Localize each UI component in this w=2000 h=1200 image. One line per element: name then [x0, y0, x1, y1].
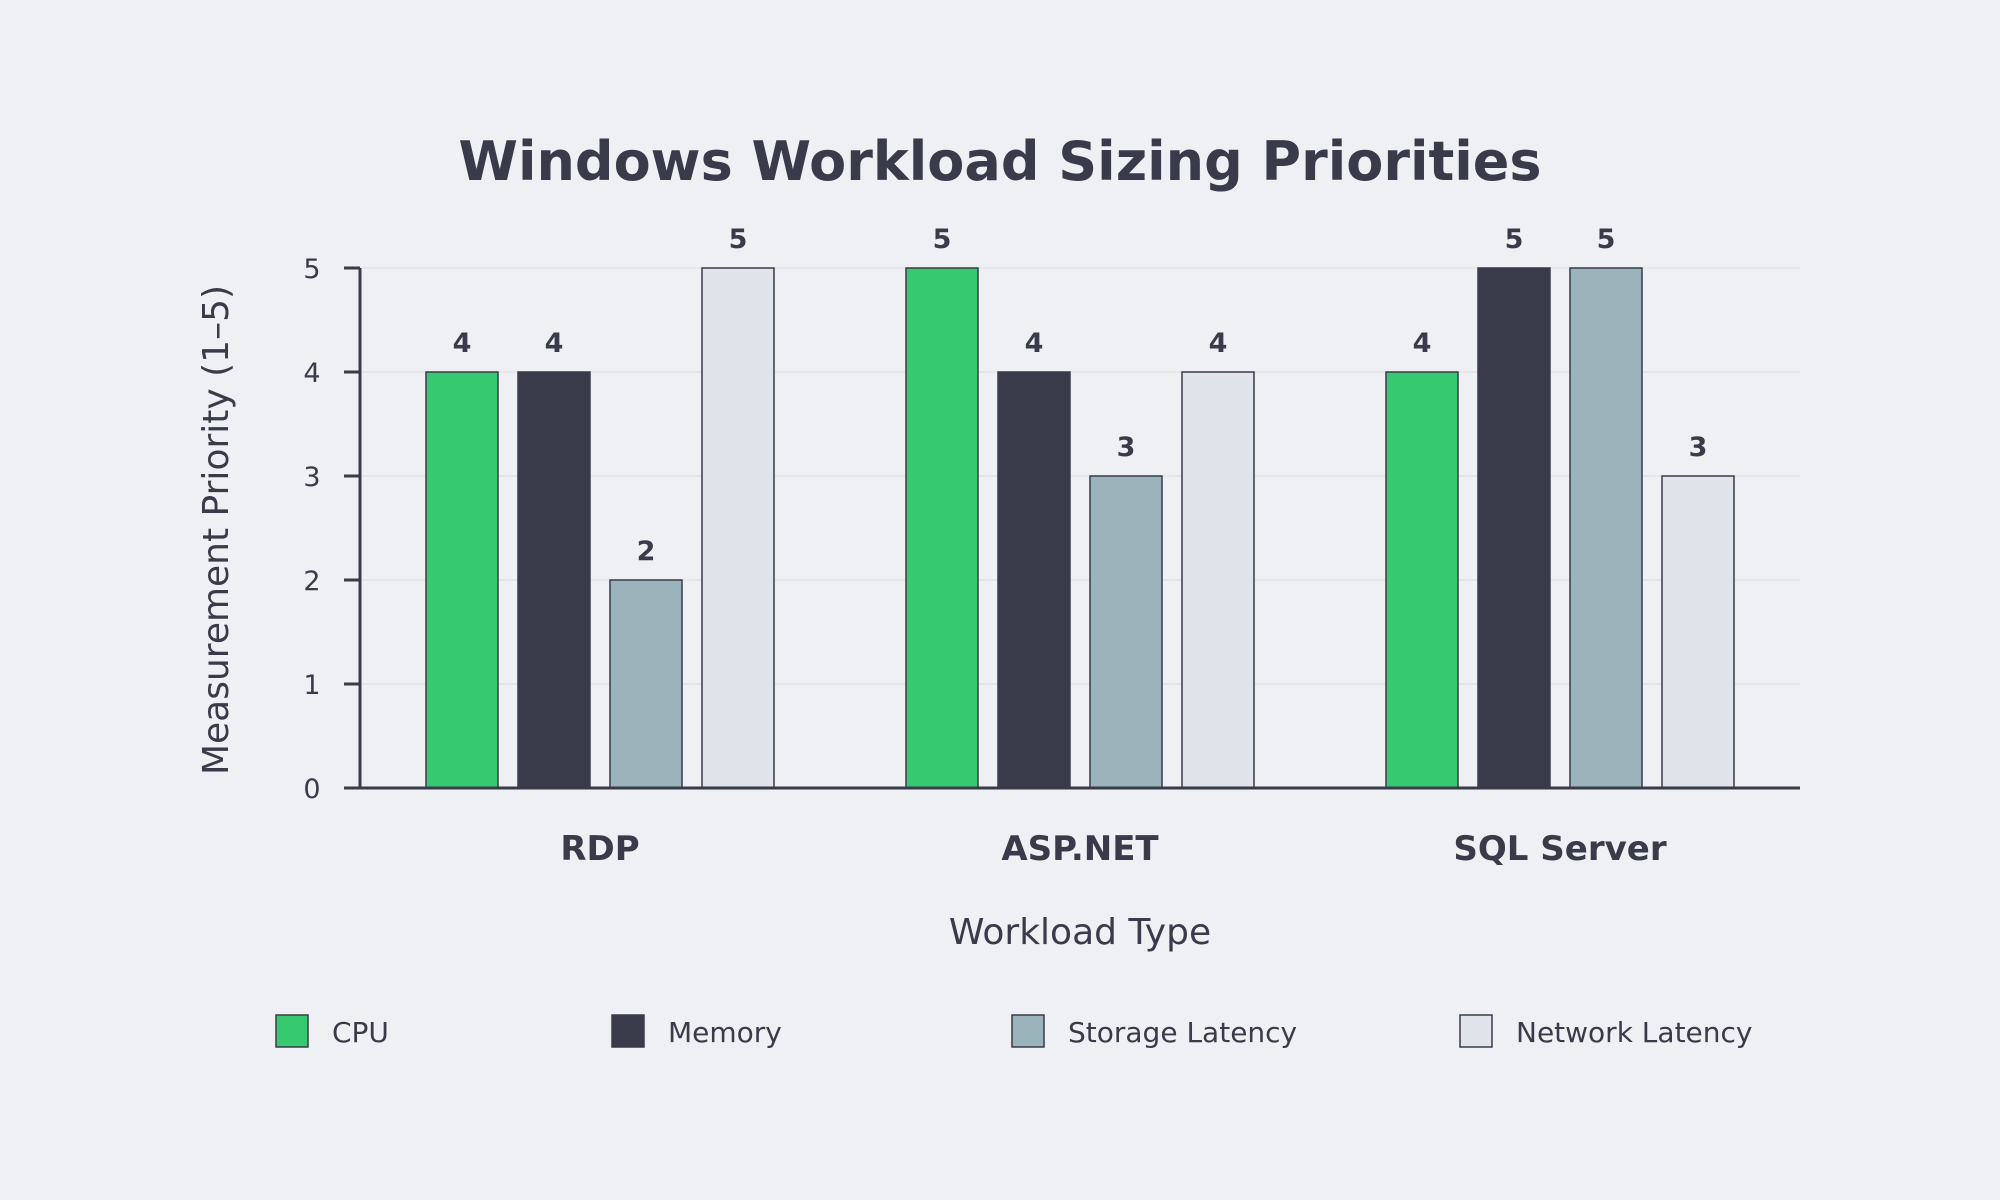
legend-swatch: [611, 1014, 645, 1048]
data-label: 5: [1505, 224, 1524, 255]
bar-memory: [997, 371, 1071, 789]
legend-label: CPU: [332, 1016, 389, 1049]
bar-memory: [517, 371, 591, 789]
bar-cpu: [1385, 371, 1459, 789]
data-label: 4: [1209, 328, 1228, 359]
y-tick-label: 2: [303, 566, 320, 597]
x-category-label: SQL Server: [1453, 829, 1666, 869]
bar-network-latency: [701, 267, 775, 789]
legend-label: Network Latency: [1516, 1016, 1752, 1049]
y-tick-label: 0: [303, 774, 320, 805]
data-label: 2: [637, 536, 656, 567]
bar-cpu: [425, 371, 499, 789]
bar-network-latency: [1661, 475, 1735, 789]
y-axis-title: Measurement Priority (1–5): [196, 285, 237, 775]
y-tick-label: 5: [303, 254, 320, 285]
chart-title: Windows Workload Sizing Priorities: [458, 130, 1541, 193]
legend-item: CPU: [275, 1014, 389, 1049]
legend-item: Storage Latency: [1011, 1014, 1297, 1049]
legend-item: Network Latency: [1459, 1014, 1752, 1049]
data-label: 5: [1597, 224, 1616, 255]
data-label: 3: [1689, 432, 1708, 463]
legend: CPU Memory Storage Latency Network Latency: [275, 1014, 1752, 1049]
legend-swatch: [1459, 1014, 1493, 1048]
legend-swatch: [1011, 1014, 1045, 1048]
data-label: 4: [1413, 328, 1432, 359]
legend-item: Memory: [611, 1014, 782, 1049]
data-label: 4: [1025, 328, 1044, 359]
data-label: 5: [933, 224, 952, 255]
axes: 0 1 2 3 4 5 RDP ASP.NET SQL Server: [303, 254, 1800, 869]
bar-storage-latency: [609, 579, 683, 789]
data-label: 4: [453, 328, 472, 359]
y-tick-label: 3: [303, 462, 320, 493]
bar-storage-latency: [1569, 267, 1643, 789]
x-category-label: ASP.NET: [1001, 829, 1159, 869]
y-tick-label: 1: [303, 670, 320, 701]
y-tick-label: 4: [303, 358, 320, 389]
data-label: 4: [545, 328, 564, 359]
bars: [425, 267, 1735, 789]
data-label: 3: [1117, 432, 1136, 463]
data-label: 5: [729, 224, 748, 255]
gridlines: [360, 267, 1800, 685]
bar-cpu: [905, 267, 979, 789]
bar-storage-latency: [1089, 475, 1163, 789]
x-axis-title: Workload Type: [949, 912, 1211, 953]
bar-network-latency: [1181, 371, 1255, 789]
bar-memory: [1477, 267, 1551, 789]
x-category-label: RDP: [560, 829, 639, 869]
data-labels: 4 4 2 5 5 4 3 4 4 5 5 3: [453, 224, 1708, 567]
legend-label: Storage Latency: [1068, 1016, 1297, 1049]
legend-swatch: [275, 1014, 309, 1048]
legend-label: Memory: [668, 1016, 782, 1049]
